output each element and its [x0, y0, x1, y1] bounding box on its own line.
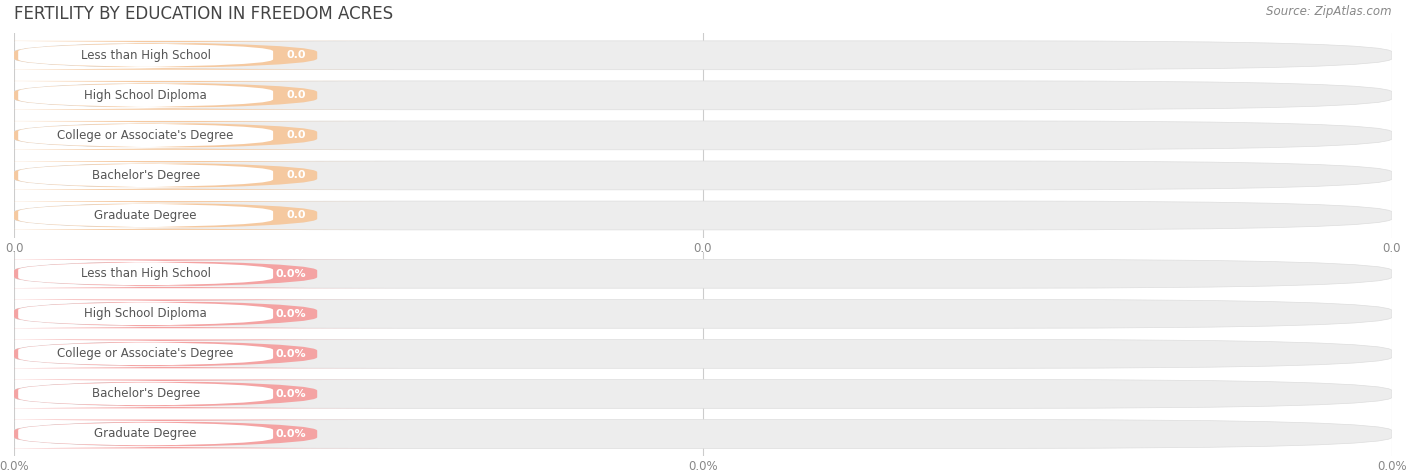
Text: FERTILITY BY EDUCATION IN FREEDOM ACRES: FERTILITY BY EDUCATION IN FREEDOM ACRES: [14, 5, 394, 23]
FancyBboxPatch shape: [14, 380, 1392, 408]
FancyBboxPatch shape: [14, 259, 1392, 288]
FancyBboxPatch shape: [0, 123, 322, 148]
Text: 0.0: 0.0: [4, 241, 24, 255]
FancyBboxPatch shape: [0, 259, 399, 288]
FancyBboxPatch shape: [14, 41, 1392, 70]
FancyBboxPatch shape: [0, 81, 399, 110]
Text: Graduate Degree: Graduate Degree: [94, 209, 197, 222]
FancyBboxPatch shape: [0, 301, 322, 327]
FancyBboxPatch shape: [0, 201, 399, 230]
Text: 0.0%: 0.0%: [276, 269, 307, 279]
Text: 0.0: 0.0: [287, 90, 307, 100]
FancyBboxPatch shape: [14, 81, 1392, 110]
FancyBboxPatch shape: [14, 161, 1392, 190]
FancyBboxPatch shape: [14, 121, 1392, 150]
FancyBboxPatch shape: [0, 421, 322, 447]
FancyBboxPatch shape: [0, 83, 322, 108]
Text: Less than High School: Less than High School: [80, 49, 211, 62]
Text: 0.0%: 0.0%: [0, 460, 30, 473]
Text: College or Associate's Degree: College or Associate's Degree: [58, 347, 233, 361]
FancyBboxPatch shape: [0, 341, 322, 367]
FancyBboxPatch shape: [0, 121, 399, 150]
FancyBboxPatch shape: [14, 201, 1392, 230]
FancyBboxPatch shape: [0, 380, 399, 408]
Text: 0.0%: 0.0%: [276, 389, 307, 399]
FancyBboxPatch shape: [0, 340, 399, 368]
Text: 0.0%: 0.0%: [1376, 460, 1406, 473]
Text: 0.0: 0.0: [287, 171, 307, 180]
FancyBboxPatch shape: [0, 299, 399, 328]
Text: 0.0%: 0.0%: [688, 460, 718, 473]
Text: 0.0: 0.0: [693, 241, 713, 255]
Text: Bachelor's Degree: Bachelor's Degree: [91, 388, 200, 400]
FancyBboxPatch shape: [0, 162, 322, 188]
FancyBboxPatch shape: [14, 299, 1392, 328]
Text: Bachelor's Degree: Bachelor's Degree: [91, 169, 200, 182]
FancyBboxPatch shape: [0, 419, 399, 448]
Text: College or Associate's Degree: College or Associate's Degree: [58, 129, 233, 142]
FancyBboxPatch shape: [0, 161, 399, 190]
Text: Graduate Degree: Graduate Degree: [94, 428, 197, 440]
Text: 0.0%: 0.0%: [276, 429, 307, 439]
FancyBboxPatch shape: [0, 381, 322, 407]
FancyBboxPatch shape: [0, 41, 399, 70]
Text: 0.0: 0.0: [1382, 241, 1402, 255]
Text: 0.0: 0.0: [287, 50, 307, 60]
FancyBboxPatch shape: [14, 340, 1392, 368]
FancyBboxPatch shape: [0, 261, 322, 286]
Text: 0.0%: 0.0%: [276, 349, 307, 359]
Text: Less than High School: Less than High School: [80, 267, 211, 280]
Text: Source: ZipAtlas.com: Source: ZipAtlas.com: [1267, 5, 1392, 18]
Text: High School Diploma: High School Diploma: [84, 89, 207, 102]
Text: 0.0%: 0.0%: [276, 309, 307, 319]
FancyBboxPatch shape: [0, 203, 322, 228]
Text: 0.0: 0.0: [287, 210, 307, 220]
FancyBboxPatch shape: [0, 42, 322, 68]
Text: High School Diploma: High School Diploma: [84, 307, 207, 320]
Text: 0.0: 0.0: [287, 130, 307, 141]
FancyBboxPatch shape: [14, 419, 1392, 448]
